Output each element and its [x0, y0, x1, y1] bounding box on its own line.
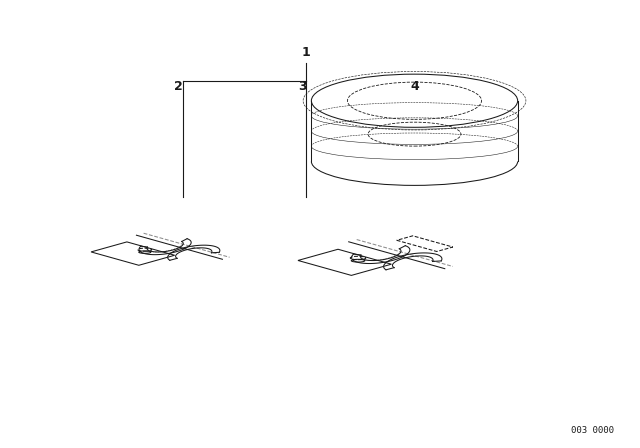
Text: 4: 4	[410, 80, 419, 93]
Text: 003 0000: 003 0000	[571, 426, 614, 435]
Text: 3: 3	[298, 80, 307, 93]
Text: 1: 1	[301, 46, 310, 59]
Text: 2: 2	[174, 80, 182, 93]
